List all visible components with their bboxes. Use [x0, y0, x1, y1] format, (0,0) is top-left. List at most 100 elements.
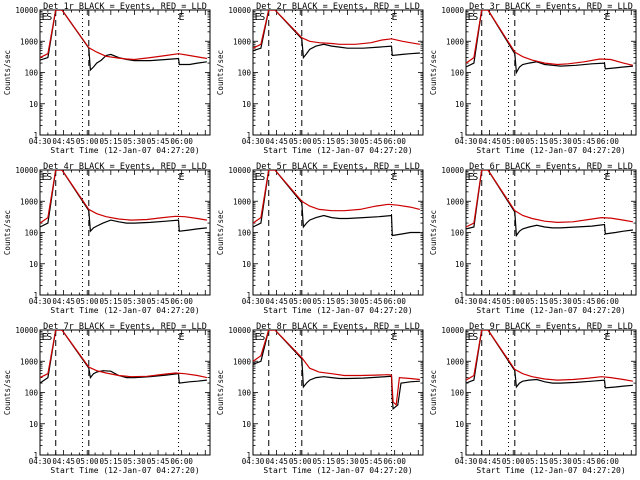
y-tick-label: 1000 [233, 37, 252, 46]
x-tick-label: 05:00 [76, 457, 99, 466]
y-tick-label: 1000 [446, 197, 465, 206]
chart-title: Det 2r BLACK = Events, RED = LLD [256, 2, 420, 12]
flag-label: E [605, 332, 611, 343]
flag-label: E [255, 172, 261, 183]
x-tick-label: 05:30 [123, 137, 146, 146]
flag-label: E [179, 172, 185, 183]
flag-label: S [472, 172, 478, 183]
x-tick-label: 05:00 [502, 137, 525, 146]
x-tick-label: 04:30 [242, 137, 265, 146]
flag-label: E [42, 172, 48, 183]
plot-frame [39, 9, 211, 136]
y-tick-label: 1 [33, 291, 38, 300]
chart-panel-9: Det 9r BLACK = Events, RED = LLD 1 10 100 10… [429, 322, 637, 475]
x-tick-label: 05:15 [313, 297, 336, 306]
y-tick-label: 10000 [441, 166, 464, 175]
chart-title: Det 1r BLACK = Events, RED = LLD [43, 2, 207, 12]
x-tick-label: 05:45 [573, 297, 596, 306]
x-tick-label: 05:30 [549, 137, 572, 146]
chart-panel-8: Det 8r BLACK = Events, RED = LLD 1 10 100 10… [216, 322, 424, 475]
x-tick-label: 05:00 [289, 297, 312, 306]
y-tick-label: 10000 [228, 6, 251, 15]
flag-label: E [42, 332, 48, 343]
y-tick-label: 100 [237, 69, 251, 78]
flag-label: E [605, 172, 611, 183]
x-tick-label: 04:45 [52, 297, 75, 306]
y-tick-label: 10 [242, 260, 252, 269]
x-tick-label: 06:00 [170, 297, 193, 306]
x-tick-label: 05:00 [289, 137, 312, 146]
series-lld [40, 10, 208, 61]
chart-panel-7: Det 7r BLACK = Events, RED = LLD 1 10 100 10… [3, 322, 211, 475]
x-tick-label: 05:45 [573, 137, 596, 146]
x-tick-label: 05:30 [123, 297, 146, 306]
x-tick-label: 05:15 [313, 137, 336, 146]
plot-frame [465, 169, 637, 296]
x-tick-label: 05:15 [100, 297, 123, 306]
plot-frame [252, 169, 424, 296]
y-tick-label: 1000 [233, 197, 252, 206]
y-tick-label: 1 [246, 291, 251, 300]
x-tick-label: 05:45 [360, 457, 383, 466]
chart-title: Det 6r BLACK = Events, RED = LLD [469, 162, 633, 172]
x-tick-label: 06:00 [596, 297, 619, 306]
x-axis-label: Start Time (12-Jan-07 04:27:20) [476, 146, 625, 155]
y-tick-label: 1 [459, 451, 464, 460]
y-tick-label: 1 [33, 131, 38, 140]
y-tick-label: 1 [459, 131, 464, 140]
y-tick-label: 100 [237, 389, 251, 398]
x-tick-label: 05:45 [147, 137, 170, 146]
y-tick-label: 10 [29, 260, 39, 269]
x-tick-label: 04:30 [242, 457, 265, 466]
x-tick-label: 04:45 [52, 137, 75, 146]
x-axis-label: Start Time (12-Jan-07 04:27:20) [263, 306, 412, 315]
x-tick-label: 05:15 [100, 457, 123, 466]
chart-panel-4: Det 4r BLACK = Events, RED = LLD 1 10 100 10… [3, 162, 211, 315]
y-tick-label: 100 [450, 229, 464, 238]
y-tick-label: 10000 [228, 166, 251, 175]
y-axis-label: Counts/sec [216, 50, 225, 95]
x-tick-label: 06:00 [383, 297, 406, 306]
x-tick-label: 05:45 [360, 137, 383, 146]
x-axis-label: Start Time (12-Jan-07 04:27:20) [263, 146, 412, 155]
x-tick-label: 05:15 [526, 137, 549, 146]
flag-label: E [179, 332, 185, 343]
y-tick-label: 100 [24, 229, 38, 238]
y-tick-label: 10000 [441, 6, 464, 15]
y-axis-label: Counts/sec [216, 210, 225, 255]
series-lld [40, 170, 207, 224]
x-tick-label: 04:45 [265, 457, 288, 466]
x-tick-label: 05:30 [336, 137, 359, 146]
flag-label: S [259, 332, 265, 343]
y-tick-label: 10000 [15, 326, 38, 335]
x-tick-label: 06:00 [170, 457, 193, 466]
flag-label: E [255, 332, 261, 343]
y-tick-label: 10 [29, 420, 39, 429]
x-axis-label: Start Time (12-Jan-07 04:27:20) [50, 146, 199, 155]
chart-title: Det 5r BLACK = Events, RED = LLD [256, 162, 420, 172]
flag-label: E [392, 172, 398, 183]
x-tick-label: 05:45 [147, 297, 170, 306]
chart-title: Det 7r BLACK = Events, RED = LLD [43, 322, 207, 332]
x-tick-label: 05:45 [573, 457, 596, 466]
flag-label: S [259, 172, 265, 183]
y-tick-label: 1 [246, 131, 251, 140]
y-tick-label: 10 [455, 420, 465, 429]
x-axis-label: Start Time (12-Jan-07 04:27:20) [50, 306, 199, 315]
y-axis-label: Counts/sec [3, 50, 12, 95]
y-tick-label: 10000 [15, 6, 38, 15]
y-tick-label: 100 [450, 389, 464, 398]
x-tick-label: 05:00 [289, 457, 312, 466]
x-tick-label: 05:00 [502, 457, 525, 466]
y-tick-label: 100 [24, 69, 38, 78]
y-tick-label: 1000 [20, 197, 39, 206]
x-tick-label: 04:45 [52, 457, 75, 466]
x-tick-label: 05:30 [336, 297, 359, 306]
flag-label: S [46, 12, 52, 23]
x-tick-label: 05:30 [549, 297, 572, 306]
x-tick-label: 05:30 [549, 457, 572, 466]
flag-label: E [179, 12, 185, 23]
y-tick-label: 10 [242, 100, 252, 109]
x-tick-label: 04:30 [242, 297, 265, 306]
